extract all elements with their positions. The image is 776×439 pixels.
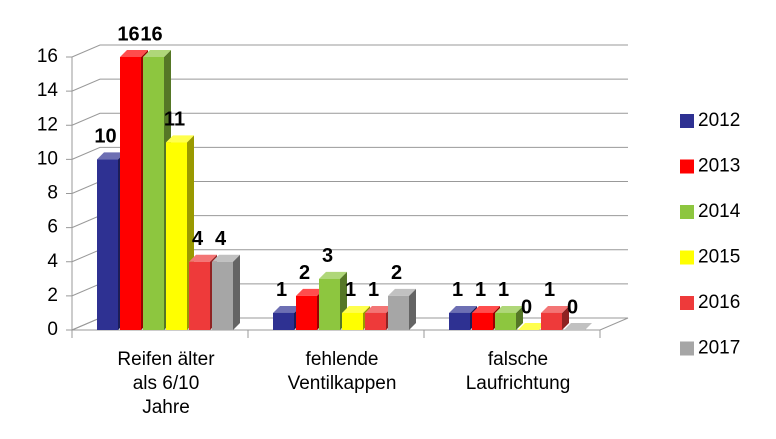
legend-swatch <box>680 296 694 310</box>
legend-swatch <box>680 205 694 219</box>
bar-top <box>120 50 148 57</box>
bar-top <box>342 305 370 313</box>
legend-swatch <box>680 341 694 356</box>
bar-top <box>143 50 171 57</box>
data-label: 1 <box>276 279 287 301</box>
y-tick-label: 10 <box>37 148 58 169</box>
bar-top <box>365 305 393 313</box>
x-tick-label: Reifen älter als 6/10 Jahre <box>117 349 215 418</box>
y-tick-label: 6 <box>47 217 58 238</box>
legend-label: 2012 <box>698 110 740 131</box>
x-tick-label: fehlende Ventilkappen <box>287 349 397 394</box>
bar <box>212 261 233 330</box>
bar-top <box>564 323 592 330</box>
y-tick-label: 0 <box>47 319 58 340</box>
bar-top <box>97 152 125 160</box>
legend-label: 2013 <box>698 156 740 177</box>
bar-top <box>166 135 194 143</box>
y-tick-label: 8 <box>47 183 58 204</box>
bar-top <box>449 305 477 313</box>
bar-side <box>233 254 240 330</box>
bar <box>97 159 118 330</box>
data-label: 10 <box>94 126 116 148</box>
bar <box>166 142 187 330</box>
data-label: 4 <box>215 228 227 250</box>
data-label: 0 <box>567 296 578 318</box>
legend-label: 2015 <box>698 247 740 268</box>
bar-top <box>319 271 347 279</box>
bar-side <box>409 288 416 330</box>
grid-line <box>71 78 628 92</box>
data-label: 1 <box>452 279 463 301</box>
legend-swatch <box>680 159 694 174</box>
bar-top <box>518 323 546 330</box>
bar <box>495 312 516 330</box>
legend-label: 2016 <box>698 292 740 313</box>
y-tick-label: 12 <box>37 114 58 135</box>
bar <box>388 295 409 330</box>
data-label: 16 <box>140 23 162 45</box>
bar <box>342 312 363 330</box>
bar <box>365 312 386 330</box>
legend-label: 2014 <box>698 201 741 222</box>
data-label: 2 <box>299 262 310 284</box>
data-label: 4 <box>192 228 204 250</box>
y-tick-label: 16 <box>37 46 58 67</box>
data-label: 2 <box>391 262 402 284</box>
data-label: 1 <box>475 279 486 301</box>
bar-top <box>472 305 500 313</box>
bar <box>189 261 210 330</box>
data-label: 16 <box>117 23 139 45</box>
legend-label: 2017 <box>698 338 740 359</box>
data-label: 1 <box>498 279 509 301</box>
bar <box>273 312 294 330</box>
bar <box>541 312 562 330</box>
grid-line <box>71 146 628 160</box>
data-label: 3 <box>322 245 333 267</box>
grid-line <box>71 112 628 126</box>
bar-top <box>212 254 240 262</box>
grid-line <box>71 44 628 58</box>
bar <box>472 312 493 330</box>
data-label: 0 <box>521 296 532 318</box>
y-tick-label: 2 <box>47 285 58 306</box>
y-tick-label: 14 <box>37 80 59 101</box>
bar <box>296 295 317 330</box>
y-tick-label: 4 <box>47 251 58 272</box>
data-label: 1 <box>544 279 555 301</box>
x-tick-label: falsche Laufrichtung <box>465 349 571 394</box>
bar-top <box>273 305 301 313</box>
legend-swatch <box>680 250 694 265</box>
bar-top <box>296 288 324 296</box>
data-label: 11 <box>164 109 185 131</box>
bar <box>143 57 164 330</box>
bar-top <box>388 288 416 296</box>
bar-side <box>516 305 523 330</box>
bar <box>120 57 141 330</box>
bar <box>449 312 470 330</box>
bar-top <box>541 305 569 313</box>
bar <box>319 278 340 330</box>
bar-top <box>189 254 217 262</box>
bar-top <box>495 305 523 313</box>
data-label: 1 <box>368 279 379 301</box>
data-label: 1 <box>345 279 356 301</box>
legend-swatch <box>680 114 694 128</box>
bar-side <box>562 305 569 330</box>
